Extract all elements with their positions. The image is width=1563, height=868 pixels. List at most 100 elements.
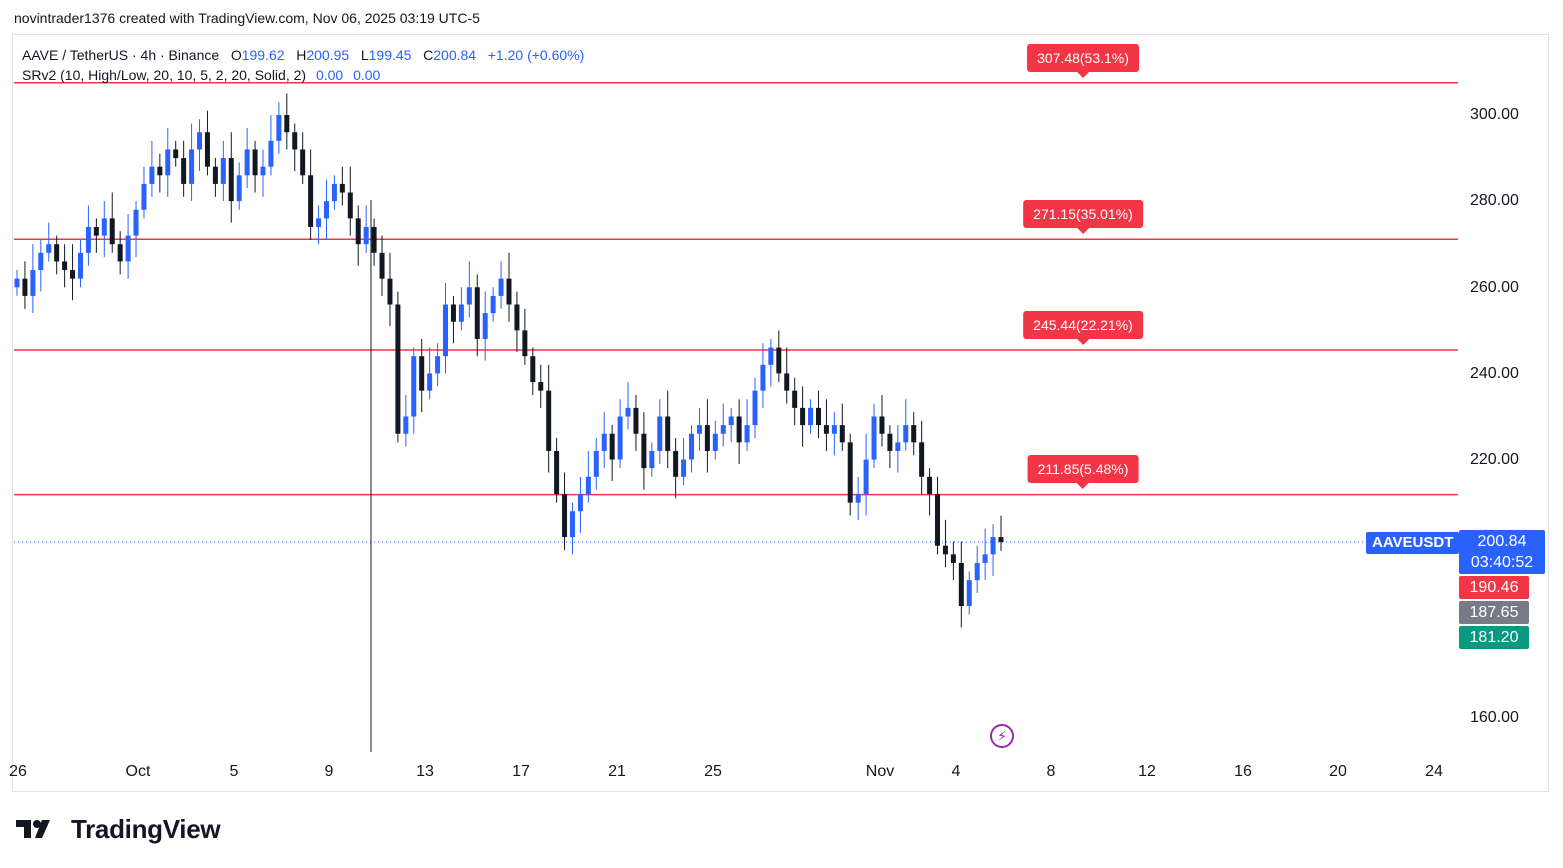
candle-body	[696, 425, 702, 434]
x-tick-21: 21	[608, 763, 626, 780]
candle-body	[149, 166, 155, 184]
candle-body	[649, 450, 655, 469]
candle	[149, 140, 155, 197]
candle	[942, 519, 948, 568]
candle	[22, 261, 28, 309]
candle-body	[411, 356, 417, 417]
legend-h-value: 200.95	[306, 47, 350, 63]
candle	[720, 403, 726, 447]
candle-body	[212, 166, 218, 184]
x-tick-20: 20	[1329, 763, 1347, 780]
x-tick-nov: Nov	[865, 763, 895, 780]
candle-body	[577, 494, 583, 512]
legend-l-label: L	[360, 47, 369, 63]
x-tick-9: 9	[324, 763, 334, 780]
candles-layer	[14, 93, 1004, 752]
candle	[593, 438, 599, 490]
level-label-271[interactable]: 271.15(35.01%)	[1023, 200, 1143, 234]
candle-body	[77, 252, 83, 279]
candle	[649, 442, 655, 477]
level-label-307[interactable]: 307.48(53.1%)	[1027, 44, 1139, 78]
candle	[776, 330, 782, 383]
candle-body	[895, 442, 901, 451]
candle	[966, 571, 972, 615]
candle-body	[300, 149, 306, 176]
candle-body	[189, 149, 195, 184]
candle	[252, 140, 258, 193]
candle-body	[268, 140, 274, 167]
candle	[831, 412, 837, 456]
candle	[38, 239, 44, 292]
candle-body	[109, 218, 115, 245]
level-label-245[interactable]: 245.44(22.21%)	[1023, 311, 1143, 345]
candle-body	[157, 166, 163, 176]
candle	[768, 338, 774, 387]
candle-body	[903, 425, 909, 443]
candle-body	[522, 330, 528, 357]
candle	[292, 123, 298, 171]
candle-body	[942, 545, 948, 555]
candle	[165, 127, 171, 197]
y-tick-280: 280.00	[1470, 192, 1519, 209]
candle-body	[681, 459, 687, 477]
candle-body	[276, 115, 282, 141]
candle	[514, 291, 520, 352]
candle	[815, 390, 821, 439]
candle	[173, 140, 179, 167]
candle	[617, 399, 623, 469]
candle	[427, 347, 433, 400]
candle-body	[22, 278, 28, 296]
candle-body	[443, 304, 449, 357]
candle-body	[760, 364, 766, 391]
candle	[157, 153, 163, 193]
candle	[14, 270, 20, 296]
candle	[141, 166, 147, 219]
candle	[982, 528, 988, 581]
candle-body	[260, 166, 266, 176]
lightning-icon[interactable]: ⚡	[990, 724, 1014, 748]
candle	[998, 515, 1004, 551]
axis-tag-red: 190.46	[1459, 576, 1529, 599]
candle	[577, 476, 583, 533]
candle	[236, 162, 242, 210]
candle-body	[323, 201, 329, 219]
candle-body	[30, 270, 36, 296]
candle	[363, 205, 369, 253]
candle	[395, 291, 401, 443]
candle-body	[54, 244, 60, 262]
candle	[347, 166, 353, 236]
candle-body	[673, 450, 679, 477]
y-tick-220: 220.00	[1470, 451, 1519, 468]
last-price-value: 200.84	[1477, 533, 1527, 550]
candle	[498, 261, 504, 309]
candle	[228, 132, 234, 223]
chart-frame	[12, 34, 1549, 792]
candle	[538, 364, 544, 408]
legend-symbol[interactable]: AAVE / TetherUS · 4h · Binance	[22, 47, 220, 63]
candle	[490, 287, 496, 322]
candle	[522, 308, 528, 365]
candle	[712, 420, 718, 460]
candle	[197, 119, 203, 171]
candle-body	[609, 433, 615, 460]
candle-body	[371, 226, 377, 253]
x-tick-4: 4	[951, 763, 961, 780]
candle-body	[284, 115, 290, 133]
candle-body	[879, 416, 885, 434]
indicator-name[interactable]: SRv2 (10, High/Low, 20, 10, 5, 2, 20, So…	[22, 67, 307, 83]
candle-body	[657, 416, 663, 451]
candle	[339, 166, 345, 206]
candle-body	[554, 450, 560, 495]
candle-body	[466, 287, 472, 305]
x-tick-12: 12	[1138, 763, 1156, 780]
candle-body	[784, 373, 790, 391]
candle	[70, 244, 76, 301]
candle	[823, 399, 829, 451]
candle	[482, 291, 488, 361]
candle-body	[85, 226, 91, 253]
level-label-211[interactable]: 211.85(5.48%)	[1027, 455, 1139, 489]
candle	[379, 235, 385, 296]
candle-body	[966, 580, 972, 607]
candle	[85, 205, 91, 266]
